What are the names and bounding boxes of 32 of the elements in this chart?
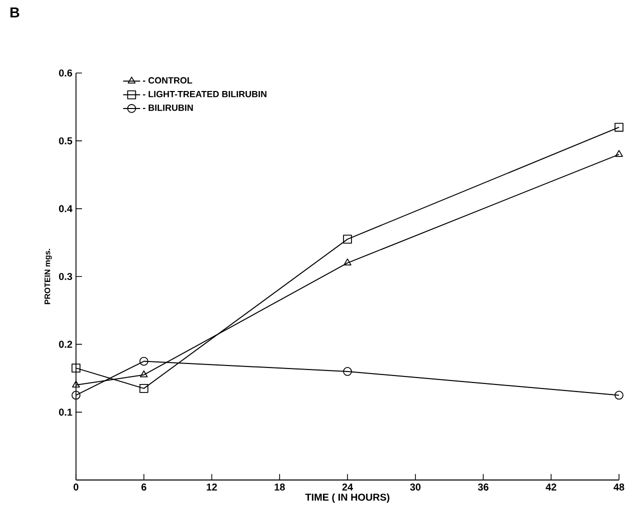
point bbox=[614, 390, 624, 400]
point bbox=[72, 364, 80, 373]
point bbox=[72, 390, 80, 400]
y-tick-label: 0.5 bbox=[59, 137, 72, 144]
point bbox=[614, 122, 624, 132]
x-tick-label: 18 bbox=[274, 484, 285, 491]
point bbox=[615, 150, 623, 157]
x-tick-label: 42 bbox=[546, 484, 556, 490]
y-tick-label: 0.2 bbox=[59, 340, 72, 348]
x-tick-label: 24 bbox=[342, 484, 353, 490]
x-tick-label: 0 bbox=[74, 484, 78, 491]
point bbox=[343, 234, 352, 244]
point bbox=[140, 370, 148, 378]
point bbox=[72, 380, 80, 388]
x-tick-label: 12 bbox=[206, 484, 217, 490]
point bbox=[343, 367, 352, 376]
x-tick-label: 30 bbox=[410, 484, 421, 491]
point bbox=[139, 384, 148, 393]
y-tick-label: 0.1 bbox=[59, 408, 72, 416]
x-tick-label: 48 bbox=[614, 484, 624, 491]
legend-label: - BILIRUBIN bbox=[142, 104, 193, 111]
chart-title: B bbox=[10, 8, 20, 18]
legend-label: - CONTROL bbox=[142, 77, 192, 84]
legend-label: - LIGHT-TREATED BILIRUBIN bbox=[142, 90, 266, 98]
y-tick-label: 0.6 bbox=[59, 69, 72, 77]
x-tick-label: 36 bbox=[478, 484, 488, 491]
point bbox=[344, 258, 352, 266]
point bbox=[139, 356, 148, 366]
x-tick-label: 6 bbox=[141, 484, 146, 491]
y-tick-label: 0.4 bbox=[59, 205, 72, 212]
y-tick-label: 0.3 bbox=[59, 272, 72, 280]
x-axis-title: TIME ( IN HOURS) bbox=[305, 493, 390, 503]
